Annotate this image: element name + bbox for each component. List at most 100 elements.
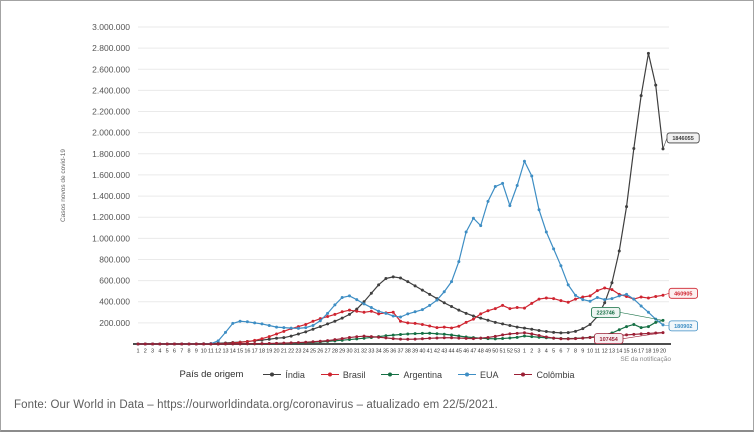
data-point xyxy=(333,338,337,342)
data-point xyxy=(457,334,461,338)
data-point xyxy=(515,306,519,310)
data-point xyxy=(603,301,607,305)
x-tick-label: 28 xyxy=(332,349,338,355)
data-point xyxy=(420,308,424,312)
data-point xyxy=(588,299,592,303)
x-tick-label: 53 xyxy=(514,349,520,355)
data-point xyxy=(391,314,395,318)
data-point xyxy=(625,325,629,329)
x-tick-label: 15 xyxy=(623,349,629,355)
data-point xyxy=(457,336,461,340)
data-point xyxy=(639,332,643,336)
legend-item-colombia: Colômbia xyxy=(514,370,575,380)
x-tick-label: 9 xyxy=(195,349,198,355)
x-tick-label: 39 xyxy=(412,349,418,355)
data-point xyxy=(450,336,454,340)
data-point xyxy=(544,335,548,339)
x-tick-label: 10 xyxy=(201,349,207,355)
data-point xyxy=(639,326,643,330)
data-point xyxy=(340,310,344,314)
data-point xyxy=(450,326,454,330)
data-point xyxy=(508,324,512,328)
legend-label: EUA xyxy=(479,369,499,380)
data-point xyxy=(581,336,585,340)
data-point xyxy=(457,308,461,312)
y-tick-label: 1.400.000 xyxy=(92,191,130,201)
data-point xyxy=(275,325,279,329)
data-point xyxy=(384,334,388,338)
data-point xyxy=(151,342,155,346)
data-point xyxy=(428,331,432,335)
data-point xyxy=(275,332,279,336)
data-point xyxy=(391,333,395,337)
data-point xyxy=(406,332,410,336)
data-point xyxy=(595,296,599,300)
data-point xyxy=(406,280,410,284)
x-tick-label: 16 xyxy=(631,349,637,355)
x-tick-label: 45 xyxy=(456,349,462,355)
x-tick-label: 8 xyxy=(574,349,577,355)
x-tick-label: 41 xyxy=(427,349,433,355)
data-point xyxy=(522,159,526,163)
data-point xyxy=(464,230,468,234)
data-point xyxy=(646,51,650,55)
data-point xyxy=(296,341,300,345)
y-tick-label: 800.000 xyxy=(99,254,130,264)
x-tick-label: 18 xyxy=(259,349,265,355)
data-point xyxy=(224,342,227,346)
data-point xyxy=(333,319,337,323)
data-point xyxy=(399,276,402,280)
data-point xyxy=(413,310,417,314)
data-point xyxy=(289,334,293,338)
legend-marker-icon xyxy=(381,372,400,377)
x-tick-label: 46 xyxy=(463,349,469,355)
data-point xyxy=(530,301,534,305)
data-point xyxy=(450,280,454,284)
legend-marker-icon xyxy=(263,372,282,377)
data-point xyxy=(406,312,410,316)
chart-legend: País de origem Índia Brasil Argentina EUA Co… xyxy=(1,369,753,380)
data-point xyxy=(399,337,402,341)
data-point xyxy=(537,208,541,212)
data-point xyxy=(413,321,417,325)
data-point xyxy=(369,309,373,313)
data-point xyxy=(333,303,337,307)
data-point xyxy=(471,337,475,341)
data-point xyxy=(347,312,351,316)
x-tick-label: 13 xyxy=(609,349,615,355)
data-point xyxy=(574,337,577,341)
data-point xyxy=(552,247,556,251)
data-point xyxy=(289,341,293,345)
data-point xyxy=(654,320,658,324)
end-value-callout xyxy=(668,287,699,299)
data-point xyxy=(508,332,512,336)
x-tick-label: 32 xyxy=(361,349,367,355)
y-tick-label: 200.000 xyxy=(99,318,130,328)
data-point xyxy=(406,337,410,341)
data-point xyxy=(625,333,629,337)
data-point xyxy=(479,316,483,320)
data-point xyxy=(610,288,614,292)
data-point xyxy=(464,320,468,324)
legend-marker-icon xyxy=(457,372,476,377)
data-point xyxy=(515,184,519,187)
data-point xyxy=(479,224,483,228)
data-point xyxy=(552,330,556,334)
data-point xyxy=(282,329,286,333)
data-point xyxy=(245,342,249,346)
y-tick-label: 2.000.000 xyxy=(92,128,130,138)
data-point xyxy=(610,297,614,301)
x-tick-label: 18 xyxy=(645,349,651,355)
data-point xyxy=(501,303,505,307)
data-point xyxy=(391,337,395,341)
data-point xyxy=(333,312,337,316)
data-point xyxy=(377,312,381,316)
data-point xyxy=(486,199,490,203)
x-tick-label: 37 xyxy=(397,349,403,355)
data-point xyxy=(143,342,147,346)
x-tick-label: 16 xyxy=(244,349,250,355)
x-tick-label: 21 xyxy=(281,349,287,355)
x-tick-label: 51 xyxy=(500,349,506,355)
data-point xyxy=(209,342,213,346)
data-point xyxy=(471,314,475,318)
